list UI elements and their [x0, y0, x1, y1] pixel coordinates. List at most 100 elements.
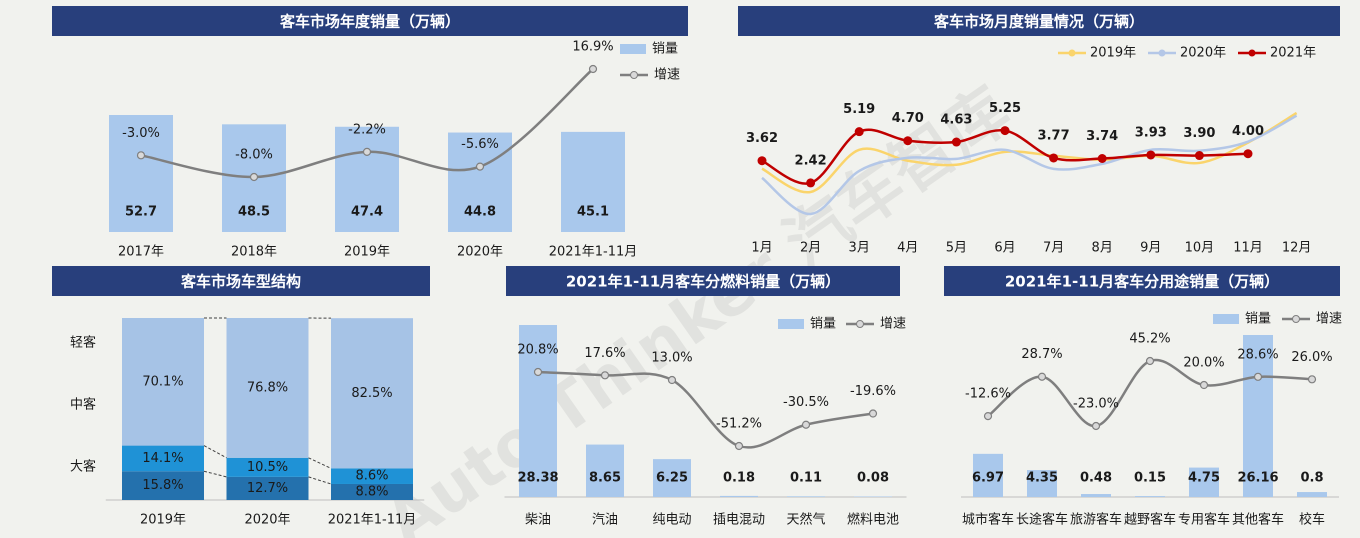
point-label: 3.74	[1086, 129, 1118, 144]
x-tick-label: 11月	[1233, 241, 1263, 256]
growth-label: 20.0%	[1183, 356, 1224, 371]
x-tick-label: 2019年	[140, 513, 186, 528]
panel-header	[506, 266, 900, 296]
x-tick-label: 燃料电池	[847, 512, 899, 528]
growth-label: 45.2%	[1129, 332, 1170, 347]
point-label: 3.93	[1135, 125, 1167, 140]
x-tick-label: 6月	[994, 241, 1015, 256]
panel-title: 客车市场月度销量情况（万辆）	[933, 13, 1144, 31]
point	[903, 136, 913, 146]
x-tick-label: 旅游客车	[1070, 512, 1122, 528]
segment-label: 12.7%	[247, 481, 288, 496]
point-label: 5.25	[989, 101, 1021, 116]
bar-value-label: 0.08	[857, 471, 889, 486]
growth-label: 28.7%	[1021, 347, 1062, 362]
legend-label: 2021年	[1270, 46, 1316, 61]
connector	[203, 445, 227, 459]
bar	[561, 131, 625, 232]
growth-label: 13.0%	[651, 351, 692, 366]
segment-label: 82.5%	[351, 386, 392, 401]
bar	[448, 132, 512, 232]
bar	[109, 115, 173, 232]
legend-swatch	[1213, 314, 1239, 324]
growth-line	[140, 68, 594, 179]
bar-segment	[331, 483, 413, 500]
point	[1243, 149, 1253, 159]
point-label: 4.70	[892, 111, 924, 126]
growth-marker	[136, 151, 146, 160]
x-tick-label: 柴油	[525, 513, 551, 528]
legend-swatch	[620, 44, 646, 54]
legend-label: 2020年	[1180, 46, 1226, 61]
x-tick-label: 2020年	[457, 245, 503, 260]
bar-value-label: 28.38	[517, 471, 558, 486]
legend-label: 增速	[654, 68, 680, 83]
growth-label: 17.6%	[584, 346, 625, 361]
x-tick-label: 城市客车	[962, 512, 1014, 528]
growth-marker	[983, 411, 993, 421]
point-label: 5.19	[843, 102, 875, 117]
point-label: 3.62	[746, 131, 778, 146]
point	[951, 137, 961, 147]
bar	[519, 325, 557, 497]
point	[1146, 150, 1156, 160]
growth-label: 28.6%	[1237, 347, 1278, 362]
bar-value-label: 0.18	[723, 471, 755, 486]
panel-title: 2021年1-11月客车分用途销量（万辆）	[1005, 273, 1279, 291]
legend-label: 销量	[652, 42, 678, 57]
x-tick-label: 12月	[1282, 241, 1312, 256]
panel-header	[944, 266, 1340, 296]
bar-value-label: 45.1	[577, 205, 609, 220]
x-tick-label: 插电混动	[713, 513, 765, 528]
bar-segment	[331, 468, 413, 484]
x-tick-label: 纯电动	[652, 513, 691, 528]
panel-title: 2021年1-11月客车分燃料销量（万辆）	[566, 273, 840, 291]
bar	[586, 444, 624, 497]
point	[1000, 126, 1010, 136]
growth-marker	[1307, 375, 1317, 384]
point	[757, 156, 767, 166]
bar-value-label: 47.4	[351, 205, 383, 220]
growth-marker	[801, 420, 811, 429]
bar-value-label: 0.11	[790, 471, 822, 486]
bar-segment	[226, 476, 309, 500]
bar-value-label: 0.48	[1080, 471, 1112, 486]
connector	[308, 457, 332, 469]
legend-swatch	[1248, 49, 1256, 57]
x-tick-label: 9月	[1140, 241, 1161, 256]
x-tick-label: 汽油	[592, 513, 618, 528]
segment-label: 10.5%	[247, 460, 288, 475]
x-tick-label: 1月	[751, 241, 772, 256]
legend-swatch	[1292, 315, 1300, 323]
x-tick-label: 越野客车	[1124, 512, 1176, 528]
growth-marker	[734, 441, 744, 451]
bar	[1297, 492, 1327, 497]
x-tick-label: 4月	[897, 241, 918, 256]
legend-label: 轻客	[70, 335, 96, 351]
bar	[1189, 467, 1219, 497]
legend-swatch	[630, 71, 638, 79]
bar	[1081, 494, 1111, 497]
growth-marker	[1145, 356, 1155, 366]
growth-label: -3.0%	[122, 126, 160, 141]
bar-segment	[226, 318, 309, 458]
legend-label: 增速	[880, 317, 906, 332]
growth-marker	[600, 371, 610, 380]
bar	[653, 459, 691, 497]
panel-header	[738, 6, 1340, 36]
legend-label: 销量	[1245, 312, 1271, 327]
bar-value-label: 6.25	[656, 471, 688, 486]
segment-label: 14.1%	[142, 451, 183, 466]
x-tick-label: 2017年	[118, 245, 164, 260]
x-tick-label: 2021年1-11月	[328, 513, 417, 528]
legend-swatch	[856, 320, 864, 328]
x-tick-label: 5月	[946, 241, 967, 256]
growth-marker	[249, 172, 259, 182]
growth-label: -51.2%	[716, 417, 762, 432]
bar-segment	[122, 471, 204, 500]
growth-label: -8.0%	[235, 148, 273, 163]
point-label: 3.77	[1038, 128, 1070, 143]
point	[1194, 151, 1204, 161]
legend-label: 大客	[70, 459, 96, 475]
point-label: 3.90	[1183, 126, 1215, 141]
